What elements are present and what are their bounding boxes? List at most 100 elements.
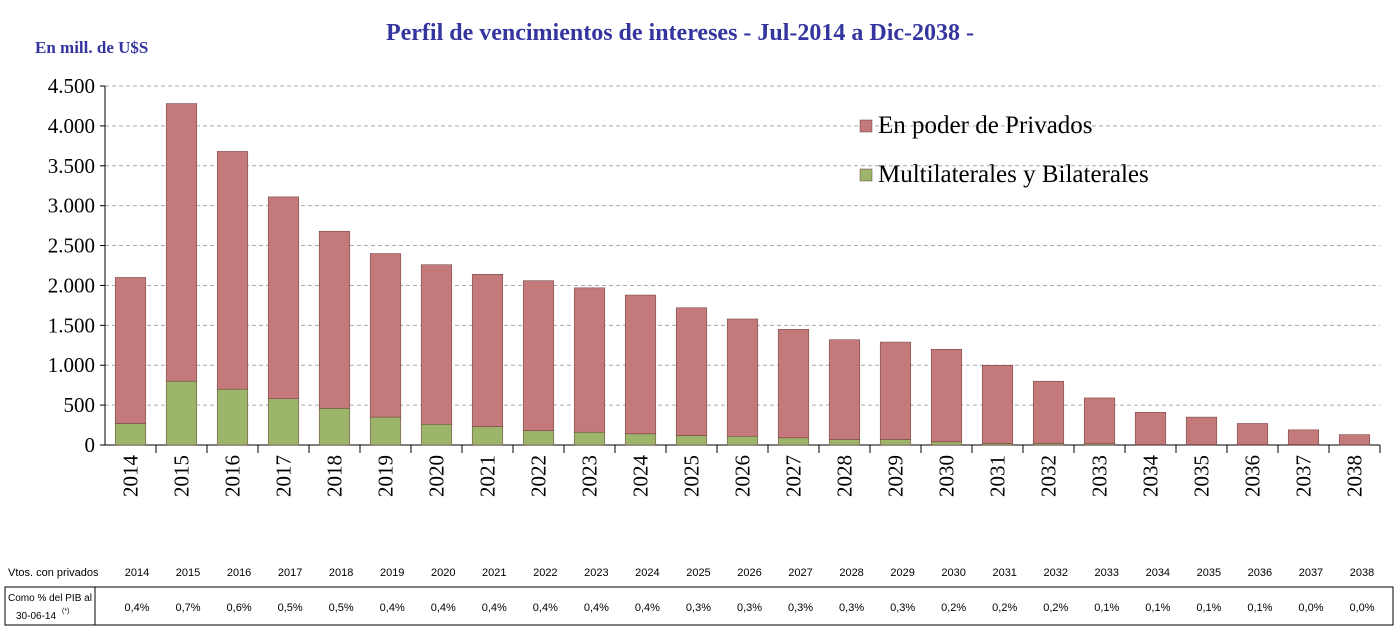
legend-swatch [859,168,873,182]
bar-segment [1236,423,1269,445]
table-cell: 0,3% [890,602,915,614]
table-cell: 0,0% [1298,602,1323,614]
bar-segment [318,408,351,446]
table-year: 2037 [1299,567,1323,579]
x-tick-label: 2033 [1088,455,1112,497]
table-header: Vtos. con privados [8,567,99,579]
table-year: 2035 [1197,567,1221,579]
bar-segment [369,416,402,446]
table-year: 2016 [227,567,251,579]
table-cell: 0,4% [482,602,507,614]
table-cell: 0,1% [1196,602,1221,614]
x-tick-label: 2024 [629,455,653,498]
x-tick-label: 2018 [323,455,347,497]
x-tick-label: 2016 [221,455,245,497]
bar-segment [471,274,504,427]
y-axis-label: En mill. de U$S [35,38,148,57]
table-year: 2038 [1350,567,1374,579]
table-year: 2022 [533,567,557,579]
y-tick-label: 1.000 [48,353,95,377]
bar-segment [624,294,657,435]
x-tick-label: 2014 [119,455,143,498]
legend-label: Multilaterales y Bilaterales [878,161,1149,188]
table-year: 2032 [1044,567,1068,579]
bar-segment [573,431,606,446]
bar-segment [675,307,708,436]
bar-segment [1134,412,1167,445]
bar-segment [726,435,759,446]
table-year: 2023 [584,567,608,579]
bar-segment [420,264,453,425]
table-cell: 0,4% [635,602,660,614]
table-year: 2014 [125,567,149,579]
x-tick-label: 2036 [1241,455,1265,497]
bar-segment [573,287,606,433]
bar-segment [318,230,351,409]
table-cell: 0,4% [584,602,609,614]
table-cell: 0,3% [737,602,762,614]
y-tick-label: 4.000 [48,114,95,138]
table-cell: 0,6% [227,602,252,614]
x-tick-label: 2019 [374,455,398,497]
x-tick-label: 2029 [884,455,908,497]
bar-segment [1287,429,1320,445]
table-cell: 0,3% [788,602,813,614]
table-year: 2025 [686,567,710,579]
table-year: 2019 [380,567,404,579]
table-cell: 0,1% [1145,602,1170,614]
y-tick-label: 3.500 [48,154,95,178]
y-tick-label: 1.500 [48,313,95,337]
table-year: 2020 [431,567,455,579]
y-tick-label: 4.500 [48,74,95,98]
x-tick-label: 2017 [272,455,296,497]
row-label: Como % del PIB al [8,593,92,604]
table-cell: 0,4% [124,602,149,614]
table-cell: 0,3% [686,602,711,614]
bar-segment [114,277,147,424]
table-cell: 0,5% [329,602,354,614]
table-cell: 0,1% [1247,602,1272,614]
table-year: 2018 [329,567,353,579]
x-tick-label: 2037 [1292,455,1316,497]
y-tick-label: 500 [64,393,96,417]
x-tick-label: 2031 [986,455,1010,497]
bar-segment [1338,434,1371,446]
bar-segment [420,424,453,446]
bar-segment [1185,416,1218,445]
bar-segment [1032,380,1065,444]
row-label: 30-06-14 [16,611,56,622]
bar-segment [369,253,402,418]
table-border [4,586,1394,626]
table-year: 2015 [176,567,200,579]
x-tick-label: 2021 [476,455,500,497]
table-year: 2028 [839,567,863,579]
x-tick-label: 2038 [1343,455,1367,497]
bar-segment [777,329,810,439]
table-cell: 0,7% [176,602,201,614]
x-tick-label: 2025 [680,455,704,497]
bar-segment [1083,397,1116,445]
table-year: 2017 [278,567,302,579]
table-year: 2031 [992,567,1016,579]
bar-segment [267,398,300,446]
y-tick-label: 0 [85,433,96,457]
x-tick-label: 2027 [782,455,806,497]
y-tick-label: 2.000 [48,273,95,297]
x-tick-label: 2015 [170,455,194,497]
bar-segment [828,439,861,446]
table-cell: 0,0% [1349,602,1374,614]
table-cell: 0,4% [533,602,558,614]
bar-segment [726,318,759,437]
table-cell: 0,5% [278,602,303,614]
table-cell: 0,4% [431,602,456,614]
bar-segment [267,196,300,399]
bar-segment [879,341,912,440]
table-cell: 0,1% [1094,602,1119,614]
x-tick-label: 2022 [527,455,551,497]
table-year: 2030 [941,567,965,579]
x-tick-label: 2035 [1190,455,1214,497]
table-year: 2036 [1248,567,1272,579]
bar-segment [777,437,810,446]
table-year: 2027 [788,567,812,579]
